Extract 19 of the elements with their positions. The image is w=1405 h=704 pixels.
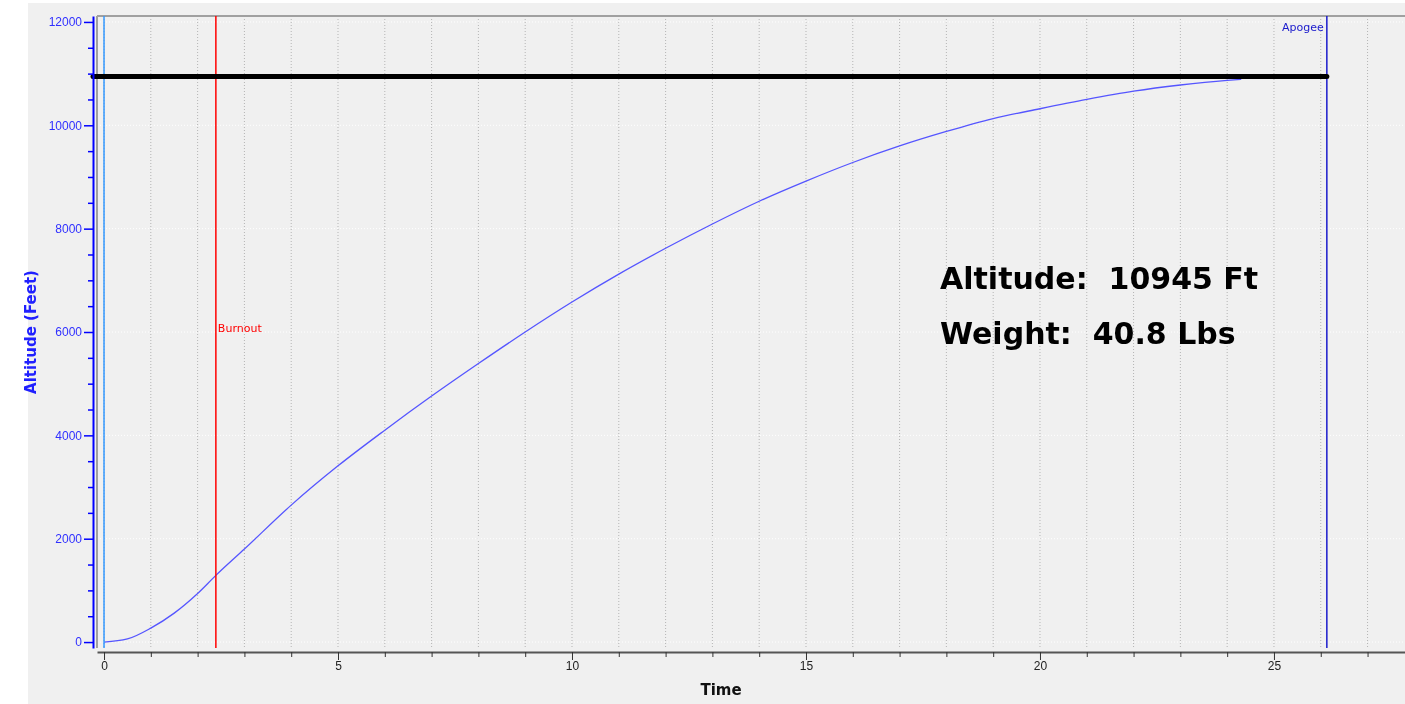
y-tick-label: 2000 [55,532,83,547]
y-tick-label: 10000 [48,118,83,133]
y-tick-label: 6000 [55,325,83,340]
annotation: Altitude: 10945 Ft [940,261,1259,296]
y-tick-label: 8000 [55,221,83,236]
x-tick-label: 25 [1267,658,1282,673]
x-tick-label: 0 [101,658,109,673]
y-tick-label: 12000 [48,15,83,30]
ref-line-label: Apogee [1282,21,1325,34]
y-tick-label: 4000 [55,428,83,443]
x-axis-title: Time [700,681,742,699]
ref-line-label: Burnout [217,322,263,335]
y-tick-label: 0 [75,635,83,650]
x-tick-label: 20 [1033,658,1048,673]
x-tick-label: 5 [335,658,343,673]
x-tick-label: 10 [565,658,580,673]
annotation: Weight: 40.8 Lbs [940,316,1236,351]
x-tick-label: 15 [799,658,814,673]
y-axis-title: Altitude (Feet) [22,270,40,394]
